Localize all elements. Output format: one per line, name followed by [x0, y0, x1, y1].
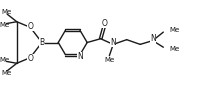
Text: O: O: [27, 22, 33, 31]
Text: Me: Me: [169, 46, 179, 52]
Text: Me: Me: [0, 57, 10, 63]
Text: N: N: [110, 38, 116, 47]
Text: N: N: [150, 34, 156, 43]
Text: Me: Me: [104, 57, 114, 63]
Text: O: O: [101, 19, 107, 28]
Text: B: B: [40, 38, 45, 47]
Text: Me: Me: [169, 27, 179, 33]
Text: Me: Me: [0, 22, 10, 28]
Text: Me: Me: [1, 70, 11, 76]
Text: Me: Me: [1, 9, 11, 15]
Text: N: N: [77, 52, 83, 61]
Text: O: O: [27, 54, 33, 63]
